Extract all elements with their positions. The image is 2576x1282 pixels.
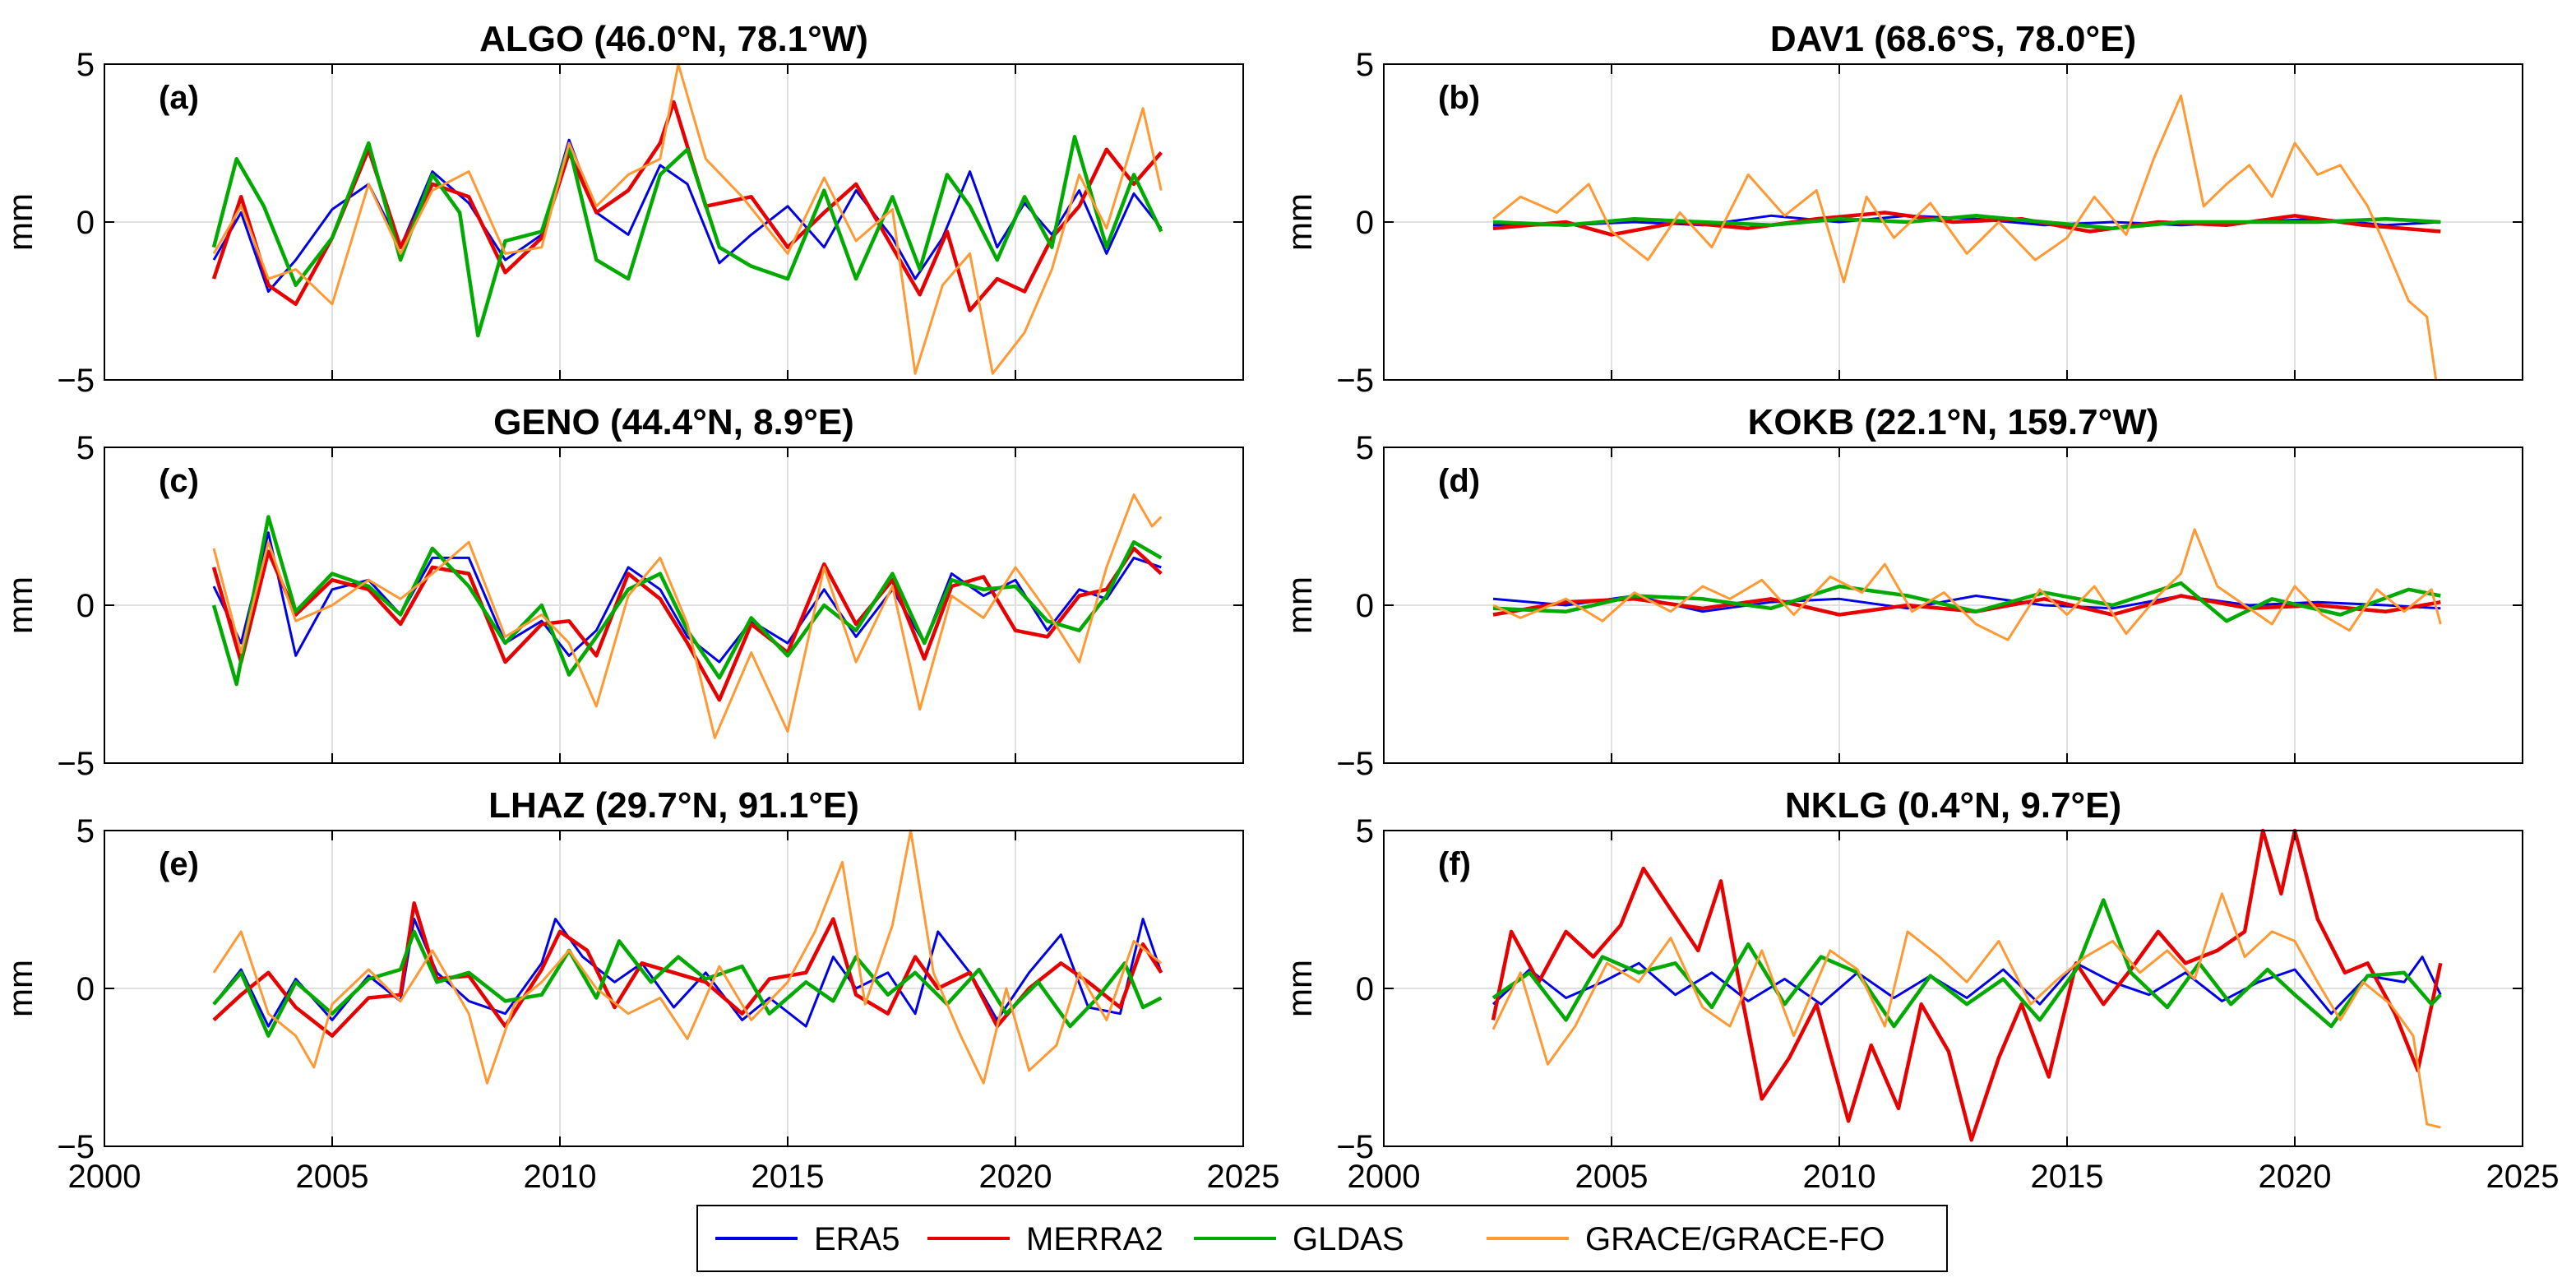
series-gldas <box>211 135 1163 338</box>
legend-label-grace: GRACE/GRACE-FO <box>1585 1221 1885 1257</box>
series-grace-grace-fo <box>1492 528 2442 641</box>
panels: −5 0 5 mm ALGO (46.0°N, 78.1°W) (a) −5 0 5 mm DAV1… <box>1 19 2559 1195</box>
panel-label: (c) <box>159 463 199 499</box>
y-tick-label: 0 <box>1356 588 1374 624</box>
y-tick-label: 5 <box>1356 430 1374 466</box>
series-gldas <box>211 515 1163 687</box>
y-axis-label: mm <box>1280 960 1319 1017</box>
y-axis-label: mm <box>1280 576 1319 634</box>
y-tick-label: 5 <box>76 813 95 849</box>
panel-label: (e) <box>159 846 199 882</box>
x-tick-label: 2020 <box>979 1159 1052 1195</box>
y-tick-label: 0 <box>1356 971 1374 1007</box>
y-tick-label: 0 <box>76 971 95 1007</box>
x-tick-label: 2020 <box>2259 1159 2332 1195</box>
series-grace-grace-fo <box>212 829 1163 1085</box>
x-tick-label: 2010 <box>1803 1159 1876 1195</box>
series-merra2 <box>211 546 1163 702</box>
y-tick-label: −5 <box>57 746 95 782</box>
x-tick-label: 2010 <box>524 1159 597 1195</box>
panel-title: LHAZ (29.7°N, 91.1°E) <box>488 785 859 826</box>
y-tick-label: −5 <box>57 1129 95 1165</box>
series-grace-grace-fo <box>1491 892 2441 1129</box>
x-tick-label: 2025 <box>1207 1159 1280 1195</box>
y-tick-label: 5 <box>76 430 95 466</box>
y-tick-label: 5 <box>76 47 95 83</box>
y-axis-label: mm <box>1280 193 1319 251</box>
panel-title: ALGO (46.0°N, 78.1°W) <box>479 19 868 59</box>
panel-title: KOKB (22.1°N, 159.7°W) <box>1748 402 2159 442</box>
panel-c: −5 0 5 mm GENO (44.4°N, 8.9°E) (c) <box>1 402 1244 782</box>
series-merra2 <box>1492 211 2441 237</box>
y-tick-label: −5 <box>1336 363 1374 399</box>
y-axis-label: mm <box>1 193 39 251</box>
series-grace-grace-fo <box>212 493 1163 739</box>
series-era5 <box>212 918 1163 1028</box>
series-gldas <box>1491 898 2442 1029</box>
panel-a: −5 0 5 mm ALGO (46.0°N, 78.1°W) (a) <box>1 19 1244 399</box>
panel-title: DAV1 (68.6°S, 78.0°E) <box>1770 19 2136 59</box>
legend-box <box>696 1205 1948 1272</box>
y-tick-label: −5 <box>57 363 95 399</box>
panel-label: (b) <box>1438 80 1480 116</box>
legend-label-merra2: MERRA2 <box>1026 1221 1163 1257</box>
panel-f: −5 0 5 2000 2005 2010 2015 2020 2025 mm NKLG (0.4°… <box>1280 785 2559 1195</box>
panel-label: (a) <box>159 80 199 116</box>
y-tick-label: 0 <box>76 588 95 624</box>
series-grace-grace-fo <box>212 62 1163 375</box>
series-era5 <box>1493 214 2441 227</box>
x-tick-label: 2000 <box>1348 1159 1421 1195</box>
panel-label: (d) <box>1438 463 1480 499</box>
y-tick-label: 5 <box>1356 813 1374 849</box>
series-gldas <box>212 929 1163 1038</box>
legend-label-gldas: GLDAS <box>1293 1221 1404 1257</box>
y-tick-label: 0 <box>76 205 95 241</box>
y-tick-label: 5 <box>1356 47 1374 83</box>
x-tick-label: 2015 <box>752 1159 825 1195</box>
panel-title: GENO (44.4°N, 8.9°E) <box>493 402 854 442</box>
series-gldas <box>1492 214 2441 230</box>
x-tick-label: 2015 <box>2031 1159 2104 1195</box>
series-era5 <box>1491 956 2442 1016</box>
x-tick-label: 2000 <box>68 1159 141 1195</box>
panel-d: −5 0 5 mm KOKB (22.1°N, 159.7°W) (d) <box>1280 402 2523 782</box>
y-tick-label: −5 <box>1336 746 1374 782</box>
x-tick-label: 2005 <box>1575 1159 1649 1195</box>
y-tick-label: 0 <box>1356 205 1374 241</box>
y-axis-label: mm <box>1 960 39 1017</box>
series-gldas <box>1492 581 2441 623</box>
x-tick-label: 2025 <box>2486 1159 2560 1195</box>
x-tick-label: 2005 <box>296 1159 369 1195</box>
panel-title: NKLG (0.4°N, 9.7°E) <box>1785 785 2121 826</box>
legend: ERA5 MERRA2 GLDAS GRACE/GRACE-FO <box>696 1205 1948 1272</box>
y-tick-label: −5 <box>1336 1129 1374 1165</box>
series-merra2 <box>1491 828 2443 1142</box>
y-axis-label: mm <box>1 576 39 634</box>
panel-b: −5 0 5 mm DAV1 (68.6°S, 78.0°E) (b) <box>1280 19 2523 399</box>
legend-label-era5: ERA5 <box>814 1221 900 1257</box>
panel-label: (f) <box>1438 846 1471 882</box>
series-grace-grace-fo <box>1492 94 2438 381</box>
panel-e: −5 0 5 2000 2005 2010 2015 2020 2025 mm LHAZ (29.7… <box>1 785 1279 1195</box>
